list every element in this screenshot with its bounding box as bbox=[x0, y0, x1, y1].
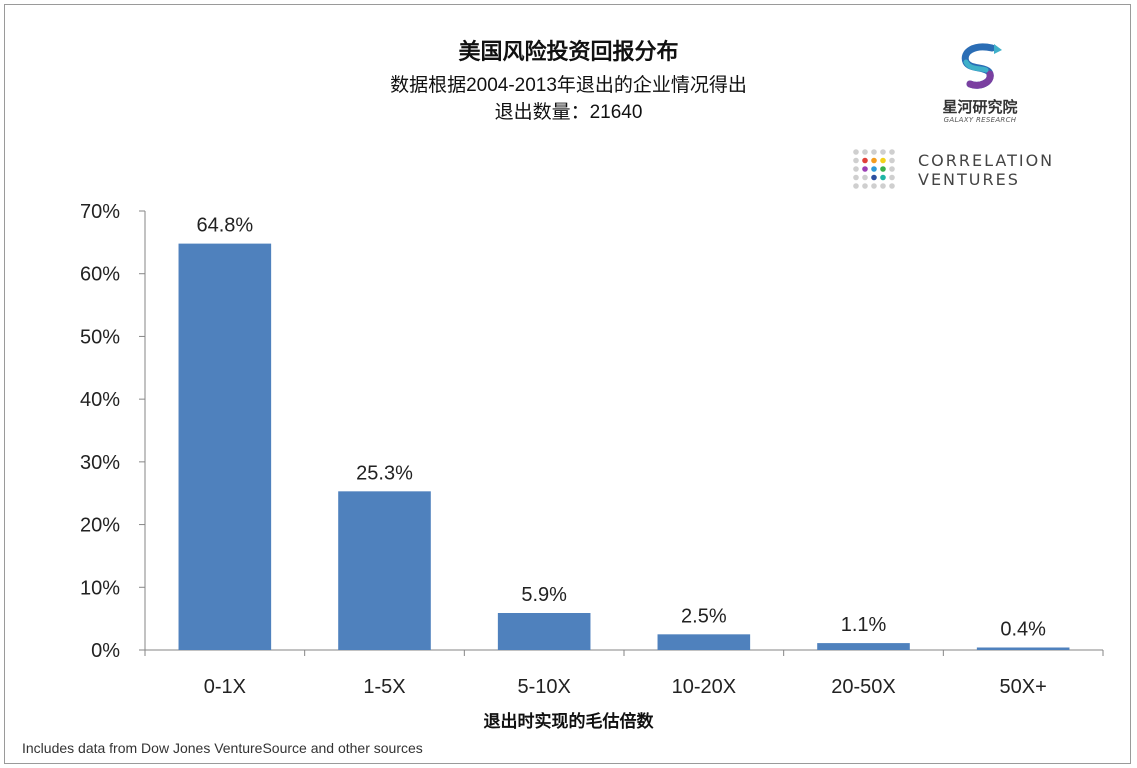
logo-dot bbox=[871, 149, 877, 155]
logo-dot bbox=[880, 183, 886, 189]
source-note: Includes data from Dow Jones VentureSour… bbox=[22, 740, 423, 756]
data-label: 5.9% bbox=[521, 584, 567, 606]
bar bbox=[657, 634, 751, 650]
logo-dot bbox=[853, 149, 859, 155]
data-label: 2.5% bbox=[681, 605, 727, 627]
data-label: 0.4% bbox=[1000, 618, 1046, 640]
correlation-logo-line1: CORRELATION bbox=[918, 151, 1055, 170]
x-category-label: 1-5X bbox=[363, 676, 405, 698]
logo-dot bbox=[889, 166, 895, 172]
galaxy-s-icon bbox=[961, 43, 1002, 89]
y-tick-label: 0% bbox=[91, 640, 120, 662]
data-label: 1.1% bbox=[841, 614, 887, 636]
galaxy-research-logo: 星河研究院 GALAXY RESEARCH bbox=[930, 42, 1040, 128]
exit-count: 退出数量：21640 bbox=[494, 102, 643, 123]
chart-subtitle: 数据根据2004-2013年退出的企业情况得出 bbox=[390, 75, 747, 96]
x-category-label: 50X+ bbox=[1000, 676, 1047, 698]
data-label: 25.3% bbox=[356, 462, 413, 484]
bar bbox=[178, 243, 272, 650]
logo-dot bbox=[853, 166, 859, 172]
logo-dot bbox=[862, 174, 868, 181]
bar bbox=[817, 643, 910, 650]
y-tick-label: 30% bbox=[80, 452, 120, 474]
correlation-logo-text: CORRELATION VENTURES bbox=[918, 151, 1054, 189]
y-tick-label: 40% bbox=[80, 389, 120, 411]
logo-dot bbox=[871, 174, 877, 181]
y-tick-label: 60% bbox=[80, 264, 120, 286]
logo-dot bbox=[880, 166, 886, 172]
logo-dot bbox=[862, 183, 868, 189]
logo-dot bbox=[871, 157, 877, 164]
dot-grid-icon bbox=[853, 149, 895, 189]
data-label: 64.8% bbox=[196, 215, 253, 237]
logo-dot bbox=[889, 183, 895, 189]
logo-dot bbox=[862, 166, 868, 172]
x-category-label: 20-50X bbox=[831, 676, 896, 698]
logo-dot bbox=[889, 157, 895, 164]
correlation-ventures-logo: CORRELATION VENTURES bbox=[852, 148, 1082, 192]
y-tick-label: 50% bbox=[80, 326, 120, 348]
bar bbox=[497, 612, 591, 650]
logo-dot bbox=[880, 174, 886, 181]
galaxy-logo-subtext: GALAXY RESEARCH bbox=[943, 116, 1017, 124]
x-category-label: 0-1X bbox=[204, 676, 246, 698]
logo-dot bbox=[889, 174, 895, 181]
x-category-label: 10-20X bbox=[672, 676, 737, 698]
logo-dot bbox=[880, 149, 886, 155]
bar bbox=[338, 491, 431, 650]
logo-dot bbox=[853, 183, 859, 189]
logo-dot bbox=[862, 157, 868, 164]
y-tick-label: 10% bbox=[80, 577, 120, 599]
correlation-logo-line2: VENTURES bbox=[918, 170, 1020, 189]
y-tick-label: 20% bbox=[80, 515, 120, 537]
chart-title: 美国风险投资回报分布 bbox=[458, 39, 679, 65]
x-axis-label: 退出时实现的毛估倍数 bbox=[483, 712, 654, 732]
logo-dot bbox=[871, 166, 877, 172]
logo-dot bbox=[862, 149, 868, 155]
logo-dot bbox=[853, 157, 859, 164]
galaxy-logo-name: 星河研究院 bbox=[942, 98, 1018, 116]
y-tick-label: 70% bbox=[80, 201, 120, 223]
logo-dot bbox=[880, 157, 886, 164]
x-category-label: 5-10X bbox=[517, 676, 570, 698]
logo-dot bbox=[889, 149, 895, 155]
bar bbox=[976, 647, 1070, 650]
logo-dot bbox=[853, 174, 859, 181]
logo-dot bbox=[871, 183, 877, 189]
